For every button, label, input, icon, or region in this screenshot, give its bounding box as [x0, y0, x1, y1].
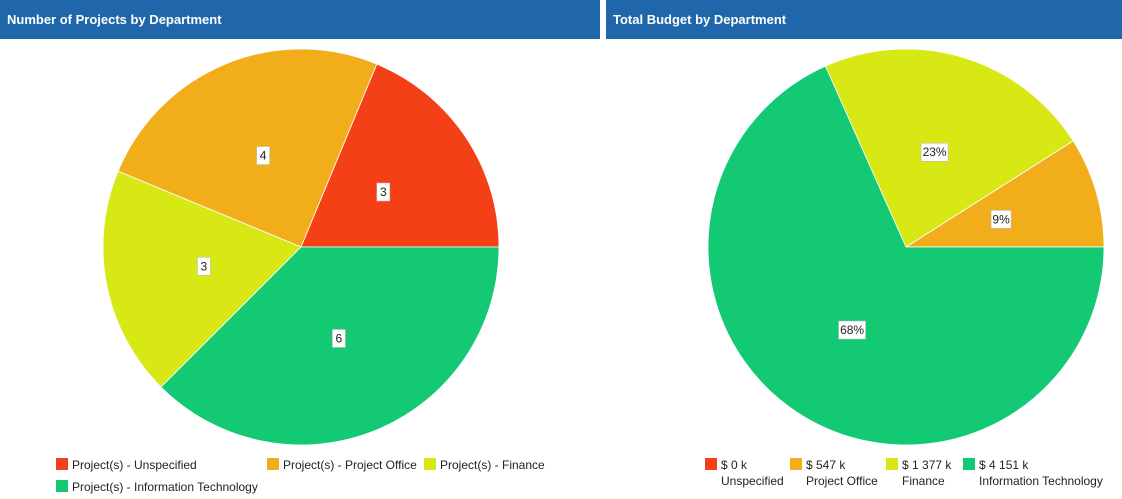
- pie-data-label-information-technology: 68%: [838, 320, 866, 340]
- legend-dept: Project Office: [806, 474, 878, 488]
- legend-swatch-unspecified: [56, 458, 68, 470]
- budget-chart-panel: Total Budget by Department 9% 23% 68% $ 0 …: [606, 0, 1122, 499]
- legend-item-finance[interactable]: Project(s) - Finance: [424, 457, 545, 473]
- legend-swatch-information-technology: [56, 480, 68, 492]
- budget-chart-title: Total Budget by Department: [606, 0, 1122, 39]
- legend-label: Project(s) - Project Office: [283, 458, 417, 472]
- pie-data-label-project-finance: 3: [197, 257, 211, 276]
- legend-item-unspecified[interactable]: Project(s) - Unspecified: [56, 457, 197, 473]
- legend-dept: Information Technology: [979, 474, 1103, 488]
- pie-slice-project-information-technology[interactable]: [160, 246, 500, 446]
- legend-dept: Unspecified: [721, 474, 784, 488]
- pie-slice-information-technology[interactable]: [707, 65, 1105, 446]
- pie-data-label-project-office: 9%: [990, 210, 1012, 229]
- svg-text:68%: 68%: [840, 323, 864, 337]
- legend-swatch-unspecified: [705, 458, 717, 470]
- legend-value: $ 4 151 k: [979, 458, 1029, 472]
- legend-value: $ 1 377 k: [902, 458, 952, 472]
- svg-text:9%: 9%: [992, 212, 1010, 226]
- pie-slice-project-project-office[interactable]: [117, 48, 378, 248]
- pie-slice-project-unspecified[interactable]: [300, 63, 500, 248]
- legend-swatch-project-office: [790, 458, 802, 470]
- pie-slice-project-office[interactable]: [904, 140, 1105, 248]
- pie-data-label-project-project-office: 4: [256, 146, 270, 165]
- projects-chart-panel: Number of Projects by Department 3 4 3 6 Pr…: [0, 0, 600, 495]
- legend-value: $ 0 k: [721, 458, 748, 472]
- legend-value: $ 547 k: [806, 458, 846, 472]
- svg-text:3: 3: [201, 259, 208, 273]
- svg-text:4: 4: [260, 149, 267, 163]
- projects-pie-chart: 3 4 3 6: [102, 48, 500, 446]
- pie-slice-project-finance[interactable]: [102, 170, 302, 388]
- pie-data-label-project-unspecified: 3: [376, 182, 391, 202]
- legend-label: Project(s) - Finance: [440, 458, 545, 472]
- legend-swatch-information-technology: [963, 458, 975, 470]
- svg-text:23%: 23%: [923, 145, 947, 159]
- legend-dept: Finance: [902, 474, 945, 488]
- legend-item-information-technology[interactable]: $ 4 151 k Information Technology: [963, 457, 1103, 489]
- budget-pie-chart: 9% 23% 68%: [707, 48, 1105, 446]
- projects-chart-title: Number of Projects by Department: [0, 0, 600, 39]
- pie-data-label-project-information-technology: 6: [332, 329, 346, 348]
- legend-item-information-technology[interactable]: Project(s) - Information Technology: [56, 479, 258, 495]
- legend-item-unspecified[interactable]: $ 0 k Unspecified: [705, 457, 784, 489]
- svg-text:6: 6: [336, 331, 343, 345]
- legend-swatch-finance: [424, 458, 436, 470]
- legend-item-project-office[interactable]: $ 547 k Project Office: [790, 457, 878, 489]
- svg-text:3: 3: [380, 185, 387, 199]
- legend-swatch-finance: [886, 458, 898, 470]
- pie-data-label-finance: 23%: [920, 142, 949, 162]
- legend-label: Project(s) - Information Technology: [72, 480, 258, 494]
- pie-slice-finance[interactable]: [824, 48, 1074, 248]
- legend-label: Project(s) - Unspecified: [72, 458, 197, 472]
- legend-item-project-office[interactable]: Project(s) - Project Office: [267, 457, 417, 473]
- legend-swatch-project-office: [267, 458, 279, 470]
- legend-item-finance[interactable]: $ 1 377 k Finance: [886, 457, 951, 489]
